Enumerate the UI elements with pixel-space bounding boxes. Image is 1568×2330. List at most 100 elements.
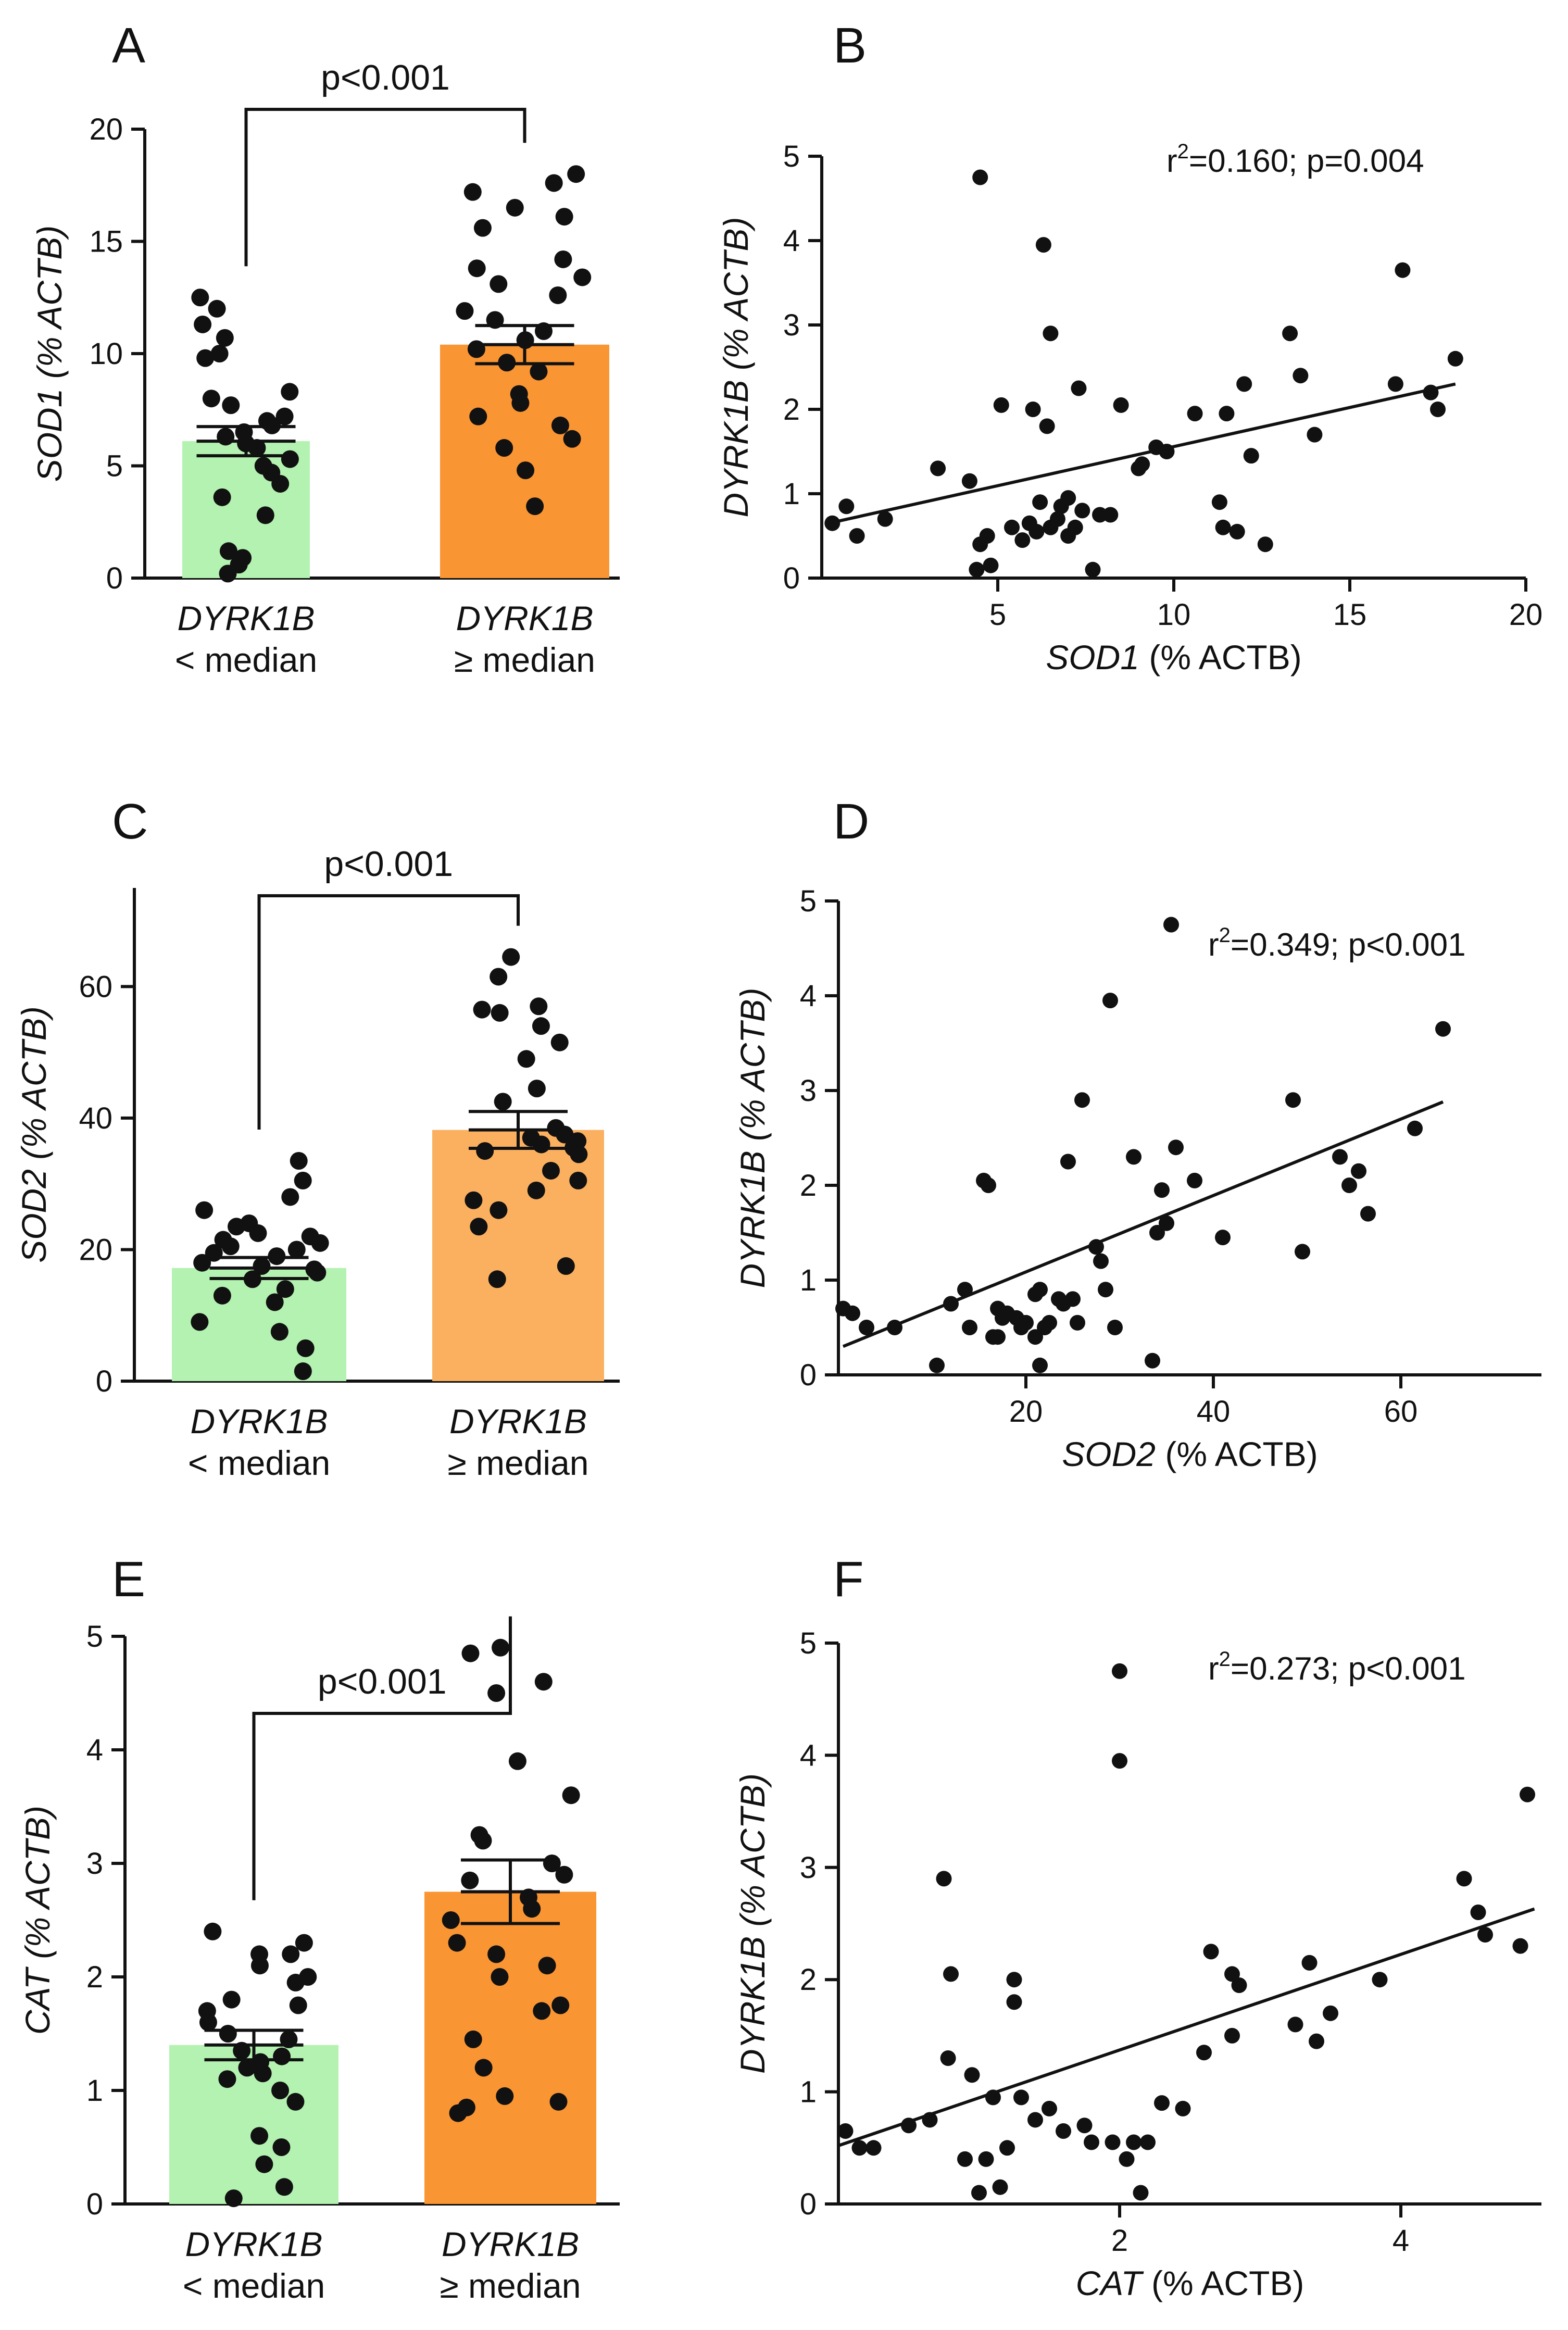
data-point — [999, 2140, 1015, 2156]
category-label-sub: < median — [175, 641, 317, 679]
data-point — [448, 1934, 466, 1952]
data-point — [1032, 1282, 1048, 1298]
data-point — [205, 1244, 223, 1262]
stats-annotation-sup: 2 — [1177, 140, 1189, 163]
regression-line — [828, 382, 1456, 525]
regression-line — [842, 1100, 1444, 1348]
y-axis-label-gene: SOD2 — [15, 1169, 53, 1263]
data-point — [936, 1871, 952, 1887]
panel-label: F — [833, 1551, 864, 1607]
y-axis-label-gene: DYRK1B — [717, 380, 755, 517]
data-point — [494, 1093, 512, 1111]
data-point — [1126, 2134, 1141, 2150]
significance-label: p<0.001 — [318, 1662, 447, 1701]
data-point — [1224, 2027, 1240, 2044]
y-axis-label: SOD1 (% ACTB) — [30, 226, 69, 482]
data-point — [1032, 1357, 1048, 1373]
data-point — [1105, 2134, 1121, 2150]
data-point — [271, 2082, 290, 2099]
data-point — [191, 1313, 209, 1331]
x-axis-label-unit: (% ACTB) — [1156, 1435, 1318, 1473]
data-point — [498, 354, 516, 372]
data-point — [1113, 397, 1129, 413]
data-point — [250, 1957, 269, 1975]
x-axis-label-unit: (% ACTB) — [1139, 638, 1302, 677]
data-point — [467, 340, 485, 358]
data-point — [219, 565, 237, 583]
panel-label: A — [112, 18, 145, 73]
data-point — [219, 2025, 237, 2043]
y-tick-label: 4 — [800, 1738, 817, 1772]
data-point — [287, 1241, 306, 1259]
data-point — [465, 1191, 483, 1209]
data-point — [527, 1181, 545, 1199]
x-tick-label: 10 — [1157, 598, 1191, 632]
data-point — [1196, 2045, 1212, 2061]
category-label-sub: ≥ median — [447, 1444, 588, 1482]
panel-label: D — [833, 794, 869, 849]
data-point — [1341, 1177, 1357, 1193]
data-point — [1102, 507, 1119, 523]
data-point — [490, 1201, 508, 1219]
stats-annotation: r2=0.349; p<0.001 — [1208, 924, 1466, 963]
data-point — [877, 511, 893, 527]
data-point — [859, 1320, 874, 1335]
data-point — [295, 1934, 313, 1952]
category-label-gene: DYRK1B — [449, 1402, 587, 1440]
y-tick-label: 2 — [800, 1169, 817, 1202]
y-axis-label: SOD2 (% ACTB) — [15, 1006, 53, 1263]
data-point — [551, 416, 569, 434]
data-point — [523, 1900, 541, 1918]
stats-annotation: r2=0.160; p=0.004 — [1166, 140, 1424, 179]
data-point — [213, 488, 231, 506]
x-axis-label-gene: SOD1 — [1046, 638, 1139, 677]
x-tick-label: 2 — [1111, 2224, 1128, 2258]
data-point — [1219, 406, 1235, 422]
data-point — [195, 1201, 214, 1219]
data-point — [286, 2093, 305, 2111]
data-point — [962, 1320, 977, 1335]
data-point — [1520, 1786, 1535, 1802]
data-point — [824, 515, 841, 531]
data-point — [957, 1282, 973, 1298]
data-point — [1387, 376, 1403, 392]
y-tick-label: 5 — [800, 884, 817, 918]
data-point — [281, 383, 299, 401]
data-point — [837, 2123, 854, 2139]
data-point — [1309, 2033, 1324, 2049]
stats-annotation-rest: =0.273; p<0.001 — [1231, 1651, 1466, 1687]
data-point — [1243, 448, 1259, 464]
data-point — [487, 1684, 506, 1702]
data-point — [929, 1357, 945, 1373]
data-point — [491, 1968, 509, 1986]
data-point — [228, 1218, 246, 1236]
data-point — [208, 299, 226, 318]
data-point — [1447, 350, 1463, 367]
data-point — [1112, 1663, 1127, 1679]
data-point — [272, 2138, 291, 2156]
data-point — [1133, 2185, 1149, 2201]
data-point — [224, 2189, 243, 2208]
data-point — [294, 1171, 312, 1189]
data-point — [470, 1218, 488, 1236]
x-tick-label: 4 — [1393, 2224, 1409, 2258]
data-point — [463, 183, 482, 201]
category-label-gene: DYRK1B — [190, 1402, 328, 1440]
data-point — [461, 1871, 479, 1889]
data-point — [1470, 1904, 1486, 1920]
data-point — [1004, 519, 1020, 535]
data-point — [502, 948, 520, 966]
data-point — [449, 2104, 467, 2122]
significance-label: p<0.001 — [321, 58, 450, 97]
data-point — [1085, 561, 1101, 578]
data-point — [971, 2185, 987, 2201]
data-point — [517, 461, 535, 480]
y-axis-label: DYRK1B (% ACTB) — [717, 217, 755, 518]
y-tick-label: 3 — [783, 308, 800, 342]
data-point — [1236, 376, 1252, 392]
data-point — [1027, 2112, 1043, 2128]
panel-c: C 0 20 40 60 SOD2 (% ACTB) DYRK1B < median DYRK1… — [15, 794, 620, 1482]
y-axis-label-unit: (% ACTB) — [18, 1806, 57, 1969]
